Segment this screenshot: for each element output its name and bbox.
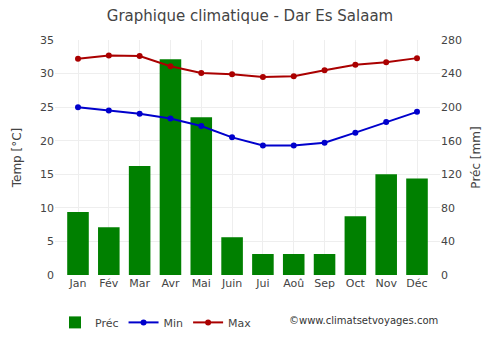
svg-text:10: 10 — [40, 202, 54, 215]
svg-text:Min: Min — [164, 317, 184, 330]
svg-text:Juin: Juin — [221, 277, 242, 290]
svg-text:Déc: Déc — [406, 277, 427, 290]
svg-text:Jui: Jui — [255, 277, 269, 290]
svg-text:Mar: Mar — [129, 277, 150, 290]
svg-text:80: 80 — [441, 202, 455, 215]
svg-text:Sep: Sep — [314, 277, 335, 290]
svg-text:15: 15 — [40, 168, 54, 181]
svg-text:200: 200 — [441, 101, 462, 114]
svg-text:Graphique climatique - Dar Es: Graphique climatique - Dar Es Salaam — [107, 7, 393, 25]
svg-text:Nov: Nov — [375, 277, 397, 290]
svg-text:©www.climatsetvoyages.com: ©www.climatsetvoyages.com — [289, 315, 438, 326]
svg-text:0: 0 — [441, 269, 448, 282]
svg-text:25: 25 — [40, 101, 54, 114]
svg-text:35: 35 — [40, 34, 54, 47]
svg-text:Préc: Préc — [95, 317, 119, 330]
svg-text:Fév: Fév — [99, 277, 118, 290]
svg-text:120: 120 — [441, 168, 462, 181]
svg-text:Aoû: Aoû — [283, 277, 304, 290]
svg-text:30: 30 — [40, 67, 54, 80]
svg-text:Avr: Avr — [161, 277, 179, 290]
svg-text:5: 5 — [47, 235, 54, 248]
svg-text:20: 20 — [40, 135, 54, 148]
svg-text:0: 0 — [47, 269, 54, 282]
svg-text:240: 240 — [441, 67, 462, 80]
svg-text:160: 160 — [441, 135, 462, 148]
svg-text:Oct: Oct — [346, 277, 366, 290]
svg-text:40: 40 — [441, 235, 455, 248]
svg-text:Jan: Jan — [69, 277, 87, 290]
svg-text:Temp [°C]: Temp [°C] — [10, 128, 24, 189]
svg-text:Max: Max — [228, 317, 251, 330]
svg-text:Préc [mm]: Préc [mm] — [469, 126, 483, 188]
svg-text:280: 280 — [441, 34, 462, 47]
svg-text:Mai: Mai — [192, 277, 211, 290]
